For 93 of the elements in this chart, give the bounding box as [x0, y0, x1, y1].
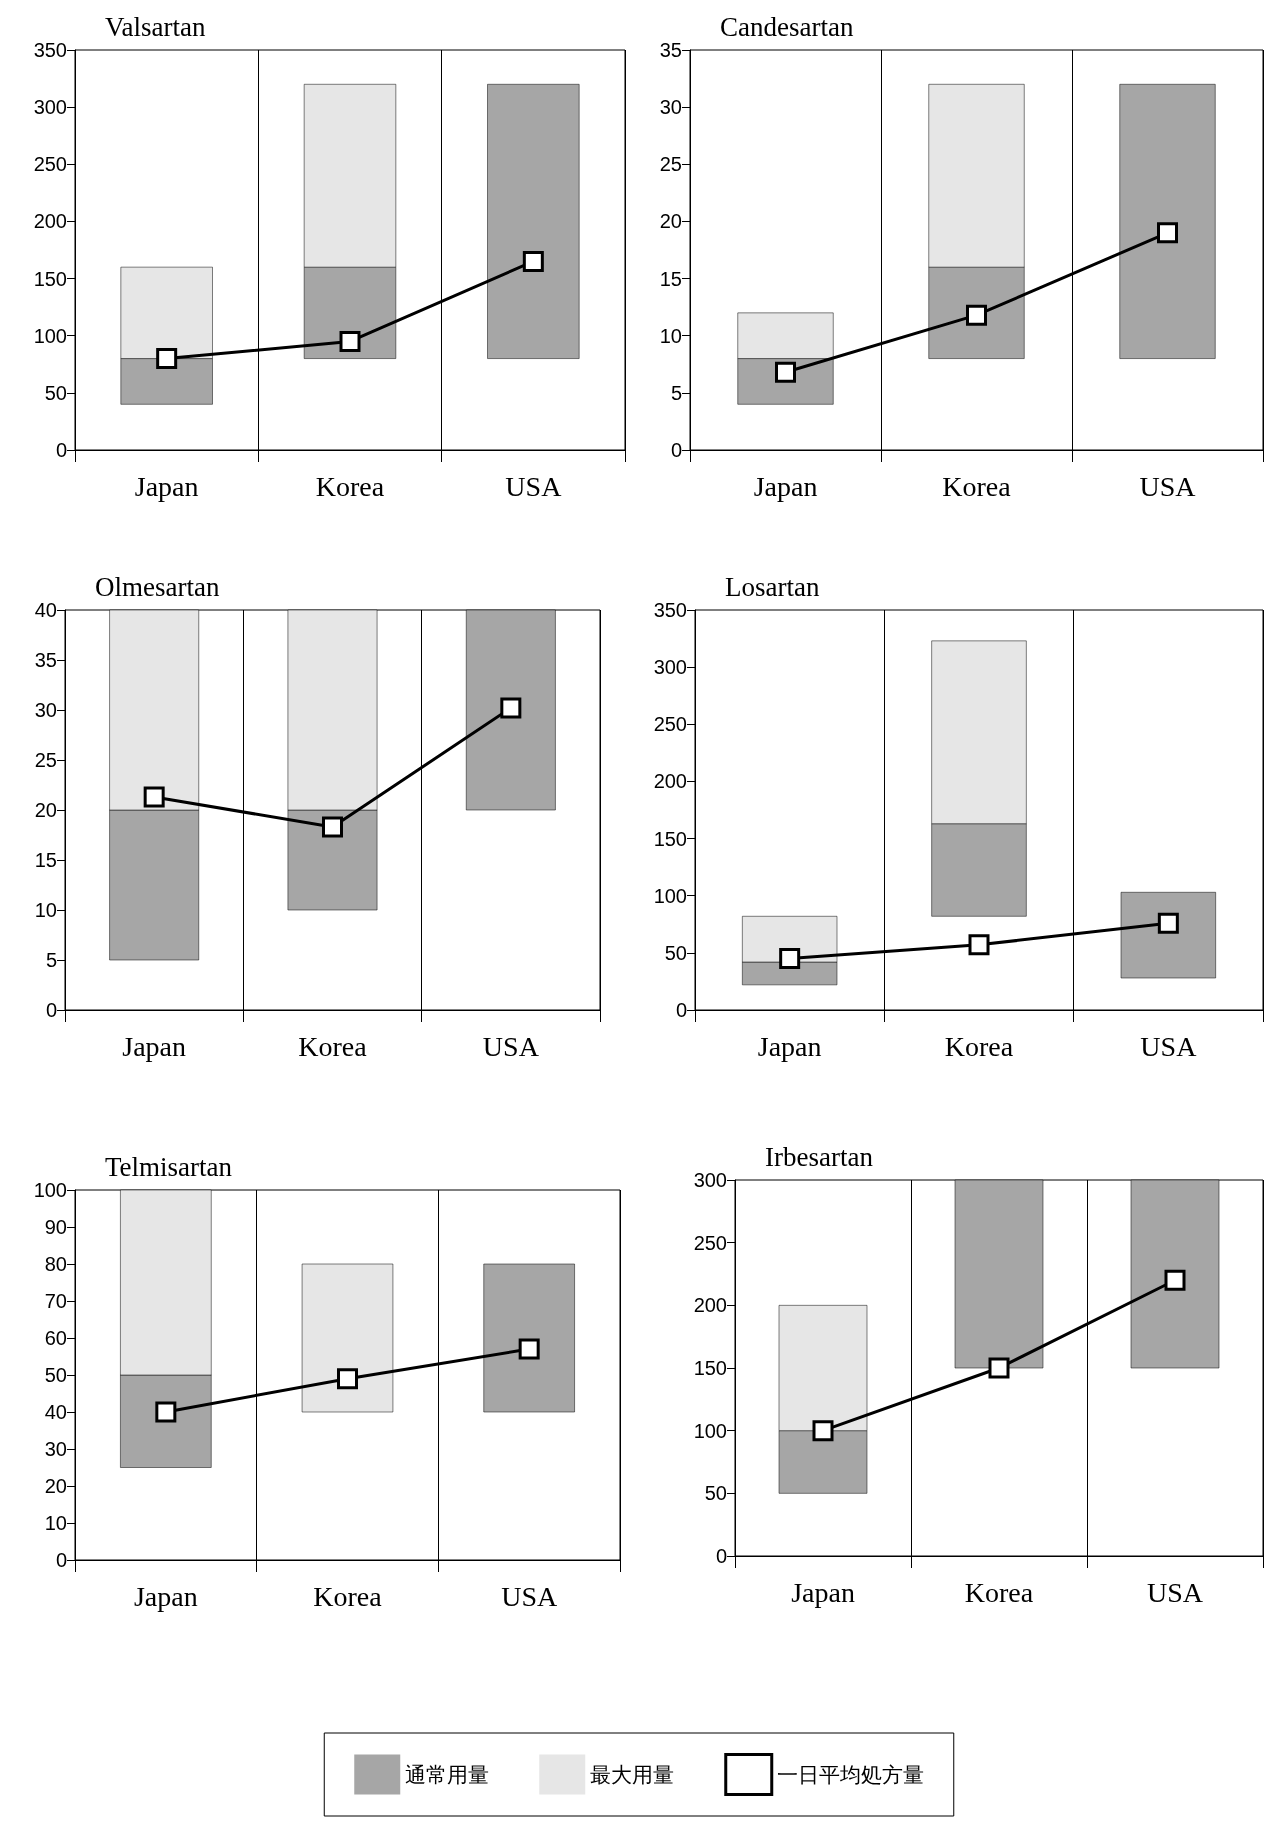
y-tick-label: 5	[670, 381, 682, 404]
y-tick-label: 250	[693, 1231, 727, 1254]
point	[500, 697, 522, 719]
x-tick-label: Korea	[964, 1576, 1034, 1608]
y-tick-label: 150	[653, 827, 687, 850]
y-tick-label: 50	[664, 941, 687, 964]
y-tick-label: 70	[44, 1290, 67, 1312]
x-tick-label: Korea	[298, 1030, 368, 1062]
chart-title: Olmesartan	[95, 571, 220, 602]
point	[143, 786, 165, 808]
x-tick-label: Japan	[122, 1030, 187, 1062]
point	[1164, 1269, 1186, 1291]
y-tick-label: 300	[33, 96, 67, 119]
point	[339, 330, 361, 352]
legend-label: 一日平均処方量	[776, 1762, 924, 1787]
y-tick-label: 300	[653, 656, 687, 679]
y-tick-label: 80	[44, 1253, 67, 1275]
y-tick-label: 0	[675, 999, 687, 1021]
point	[775, 361, 796, 383]
point	[518, 1338, 540, 1360]
legend-label: 最大用量	[590, 1762, 675, 1787]
y-tick-label: 15	[659, 267, 682, 290]
point	[812, 1420, 834, 1442]
y-tick-label: 30	[44, 1438, 67, 1460]
x-tick-label: USA	[501, 1580, 558, 1612]
chart-title: Irbesartan	[765, 1141, 874, 1172]
y-tick-label: 200	[693, 1294, 727, 1317]
x-tick-label: Korea	[944, 1030, 1014, 1062]
y-tick-label: 200	[33, 210, 67, 233]
point	[966, 304, 987, 326]
y-tick-label: 0	[715, 1545, 727, 1567]
y-tick-label: 150	[33, 267, 67, 290]
x-tick-label: Japan	[791, 1576, 855, 1608]
y-tick-label: 0	[670, 439, 682, 461]
y-tick-label: 0	[45, 999, 57, 1021]
y-tick-label: 10	[659, 324, 682, 347]
y-tick-label: 20	[34, 799, 57, 821]
point	[522, 250, 544, 272]
chart-title: Telmisartan	[105, 1151, 233, 1182]
point	[988, 1357, 1010, 1379]
x-tick-label: Japan	[757, 1030, 822, 1062]
x-tick-label: USA	[1139, 470, 1197, 502]
y-tick-label: 100	[33, 324, 67, 347]
y-tick-label: 0	[55, 1549, 67, 1571]
y-tick-label: 100	[653, 884, 687, 907]
y-tick-label: 10	[34, 899, 57, 921]
x-tick-label: Korea	[942, 470, 1012, 502]
y-tick-label: 0	[55, 439, 67, 461]
y-tick-label: 50	[44, 1364, 67, 1386]
y-tick-label: 30	[34, 699, 57, 721]
y-tick-label: 350	[33, 39, 67, 61]
y-tick-label: 20	[44, 1475, 67, 1497]
point	[155, 1401, 177, 1423]
y-tick-label: 250	[653, 713, 687, 736]
x-tick-label: Korea	[313, 1580, 383, 1612]
y-tick-label: 300	[693, 1169, 727, 1191]
x-tick-label: USA	[1140, 1030, 1198, 1062]
chart-title: Losartan	[725, 571, 820, 602]
y-tick-label: 25	[34, 749, 57, 771]
chart-title: Valsartan	[105, 11, 206, 42]
x-tick-label: USA	[482, 1030, 540, 1062]
y-tick-label: 100	[33, 1179, 67, 1201]
y-tick-label: 15	[34, 849, 57, 871]
y-tick-label: 20	[659, 210, 682, 233]
y-tick-label: 35	[34, 649, 57, 671]
chart-title: Candesartan	[720, 11, 854, 42]
y-tick-label: 50	[44, 381, 67, 404]
y-tick-label: 100	[693, 1419, 727, 1442]
y-tick-label: 150	[693, 1357, 727, 1379]
legend-label: 通常用量	[405, 1762, 490, 1787]
y-tick-label: 5	[45, 949, 57, 971]
point	[322, 816, 343, 838]
y-tick-label: 25	[659, 153, 682, 176]
x-tick-label: USA	[505, 470, 563, 502]
y-tick-label: 40	[34, 599, 57, 621]
y-tick-label: 250	[33, 153, 67, 176]
x-tick-label: Japan	[133, 1580, 198, 1612]
x-tick-label: Korea	[315, 470, 385, 502]
y-tick-label: 30	[659, 96, 682, 119]
point	[1157, 222, 1178, 244]
point	[156, 348, 178, 370]
y-tick-label: 50	[704, 1482, 727, 1505]
x-tick-label: USA	[1146, 1576, 1204, 1608]
y-tick-label: 60	[44, 1327, 67, 1349]
y-tick-label: 40	[44, 1401, 67, 1423]
y-tick-label: 10	[44, 1512, 67, 1534]
y-tick-label: 350	[653, 599, 687, 621]
y-tick-label: 35	[659, 39, 682, 61]
point	[337, 1368, 358, 1390]
x-tick-label: Japan	[753, 470, 818, 502]
y-tick-label: 200	[653, 770, 687, 793]
x-tick-label: Japan	[134, 470, 199, 502]
y-tick-label: 90	[44, 1216, 67, 1238]
